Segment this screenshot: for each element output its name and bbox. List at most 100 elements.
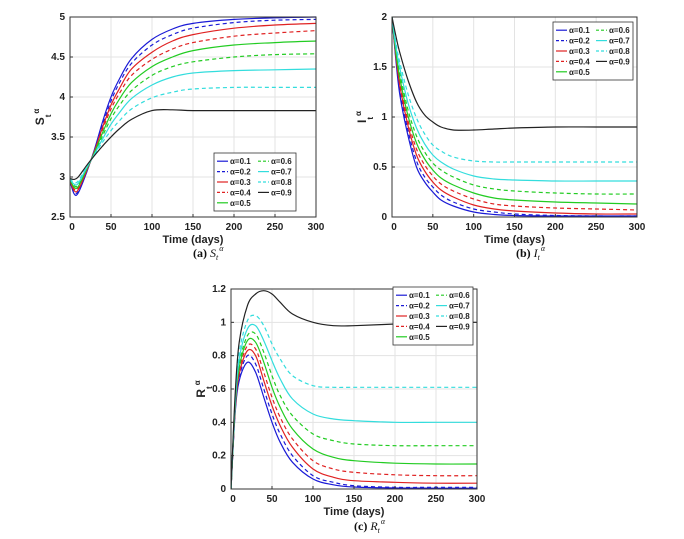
- x-tick-label: 50: [266, 494, 278, 505]
- legend-label: α=0.2: [409, 302, 430, 311]
- x-tick-label: 300: [308, 222, 325, 233]
- legend-label: α=0.7: [271, 168, 292, 177]
- x-tick-label: 50: [105, 222, 117, 233]
- y-tick-label: 0.5: [373, 162, 387, 173]
- y-axis-label: Itα: [354, 111, 375, 123]
- legend-label: α=0.9: [609, 57, 630, 66]
- series-line: [70, 53, 316, 188]
- y-tick-label: 0.2: [212, 451, 226, 462]
- subfigure-caption: (b) Itα: [516, 244, 546, 262]
- x-axis-label: Time (days): [484, 234, 545, 246]
- series-line: [70, 18, 316, 195]
- legend: α=0.1 α=0.2α=0.3α=0.4 α=0.5 α=0.6 α=0.7α=0.8…: [213, 152, 297, 212]
- legend-label: α=0.1: [409, 291, 430, 300]
- x-tick-label: 250: [588, 222, 605, 233]
- y-tick-label: 0: [220, 484, 226, 495]
- y-label-main: I: [355, 120, 369, 123]
- x-tick-label: 150: [506, 222, 523, 233]
- x-axis-label: Time (days): [324, 506, 385, 518]
- legend-label: α=0.6: [449, 291, 470, 300]
- y-axis-label: Rtα: [193, 380, 214, 397]
- chart-panel-c: 0 50 100 150 200 250 300 0 0.2 0.4 0.6 0.8 1 1.2 Time …: [193, 284, 486, 535]
- legend-label: α=0.8: [609, 47, 630, 56]
- y-tick-label: 4.5: [51, 52, 65, 63]
- legend-label: α=0.4: [230, 188, 251, 197]
- legend-label: α=0.1: [569, 26, 590, 35]
- legend-label: α=0.3: [569, 47, 590, 56]
- caption-label: (a): [193, 246, 210, 260]
- series-line: [231, 314, 477, 490]
- series-line: [392, 16, 637, 195]
- series-line: [392, 16, 637, 211]
- subfigure-caption: (c) Rtα: [354, 517, 386, 535]
- series-line: [231, 354, 477, 490]
- y-label-sub: t: [44, 114, 53, 117]
- caption-symbol-main: I: [533, 246, 539, 260]
- y-axis-label-text: Rtα: [193, 380, 214, 397]
- y-tick-label: 1.2: [212, 284, 226, 295]
- y-tick-label: 5: [59, 12, 65, 23]
- x-tick-label: 200: [547, 222, 564, 233]
- y-label-sub: t: [366, 117, 375, 120]
- x-tick-label: 250: [428, 494, 445, 505]
- y-label-main: S: [33, 117, 47, 125]
- y-tick-label: 0.4: [212, 417, 226, 428]
- legend-label: α=0.6: [609, 26, 630, 35]
- x-tick-label: 100: [144, 222, 161, 233]
- y-tick-label: 2: [381, 12, 387, 23]
- series-line: [392, 16, 637, 182]
- series-line: [231, 337, 477, 490]
- series-line: [70, 40, 316, 190]
- x-tick-label: 150: [185, 222, 202, 233]
- y-axis-label: Stα: [32, 109, 53, 126]
- series-line: [70, 109, 316, 181]
- x-tick-label: 250: [267, 222, 284, 233]
- caption-symbol-sub: t: [538, 253, 541, 262]
- x-tick-label: 50: [427, 222, 439, 233]
- y-label-sup: α: [193, 380, 202, 385]
- caption-label: (c): [354, 519, 370, 533]
- x-tick-label: 0: [69, 222, 75, 233]
- x-tick-label: 100: [465, 222, 482, 233]
- y-tick-label: 0: [381, 212, 387, 223]
- series-line: [70, 22, 316, 193]
- y-label-main: R: [194, 389, 208, 398]
- series-line: [392, 16, 637, 217]
- series-line: [392, 16, 637, 215]
- y-tick-label: 1: [220, 317, 226, 328]
- caption-symbol-main: R: [369, 519, 378, 533]
- caption-symbol-main: S: [210, 246, 216, 260]
- legend: α=0.1 α=0.2α=0.3α=0.4 α=0.5 α=0.6 α=0.7α=0.8…: [552, 21, 634, 81]
- y-label-sub: t: [205, 386, 214, 389]
- legend-label: α=0.7: [609, 37, 630, 46]
- series-line: [70, 30, 316, 191]
- y-axis-label-text: Itα: [354, 111, 375, 123]
- legend-label: α=0.4: [569, 57, 590, 66]
- series-line: [392, 16, 637, 131]
- legend-label: α=0.2: [230, 168, 251, 177]
- y-tick-label: 4: [59, 92, 65, 103]
- legend-label: α=0.3: [230, 178, 251, 187]
- series-line: [392, 16, 637, 163]
- y-tick-label: 0.8: [212, 351, 226, 362]
- series-line: [70, 86, 316, 184]
- legend-label: α=0.2: [569, 37, 590, 46]
- caption-symbol-sup: α: [219, 244, 224, 253]
- x-tick-label: 0: [391, 222, 397, 233]
- legend-label: α=0.8: [271, 178, 292, 187]
- legend-label: α=0.8: [449, 312, 470, 321]
- caption-symbol-sup: α: [381, 517, 386, 526]
- x-tick-label: 200: [387, 494, 404, 505]
- y-tick-label: 1.5: [373, 62, 387, 73]
- legend-label: α=0.6: [271, 157, 292, 166]
- caption-label: (b): [516, 246, 534, 260]
- legend-label: α=0.7: [449, 302, 470, 311]
- legend-label: α=0.9: [449, 322, 470, 331]
- series-line: [392, 16, 637, 205]
- legend-label: α=0.3: [409, 312, 430, 321]
- y-tick-label: 3.5: [51, 132, 65, 143]
- series-line: [70, 68, 316, 186]
- caption-symbol-sub: t: [216, 253, 219, 262]
